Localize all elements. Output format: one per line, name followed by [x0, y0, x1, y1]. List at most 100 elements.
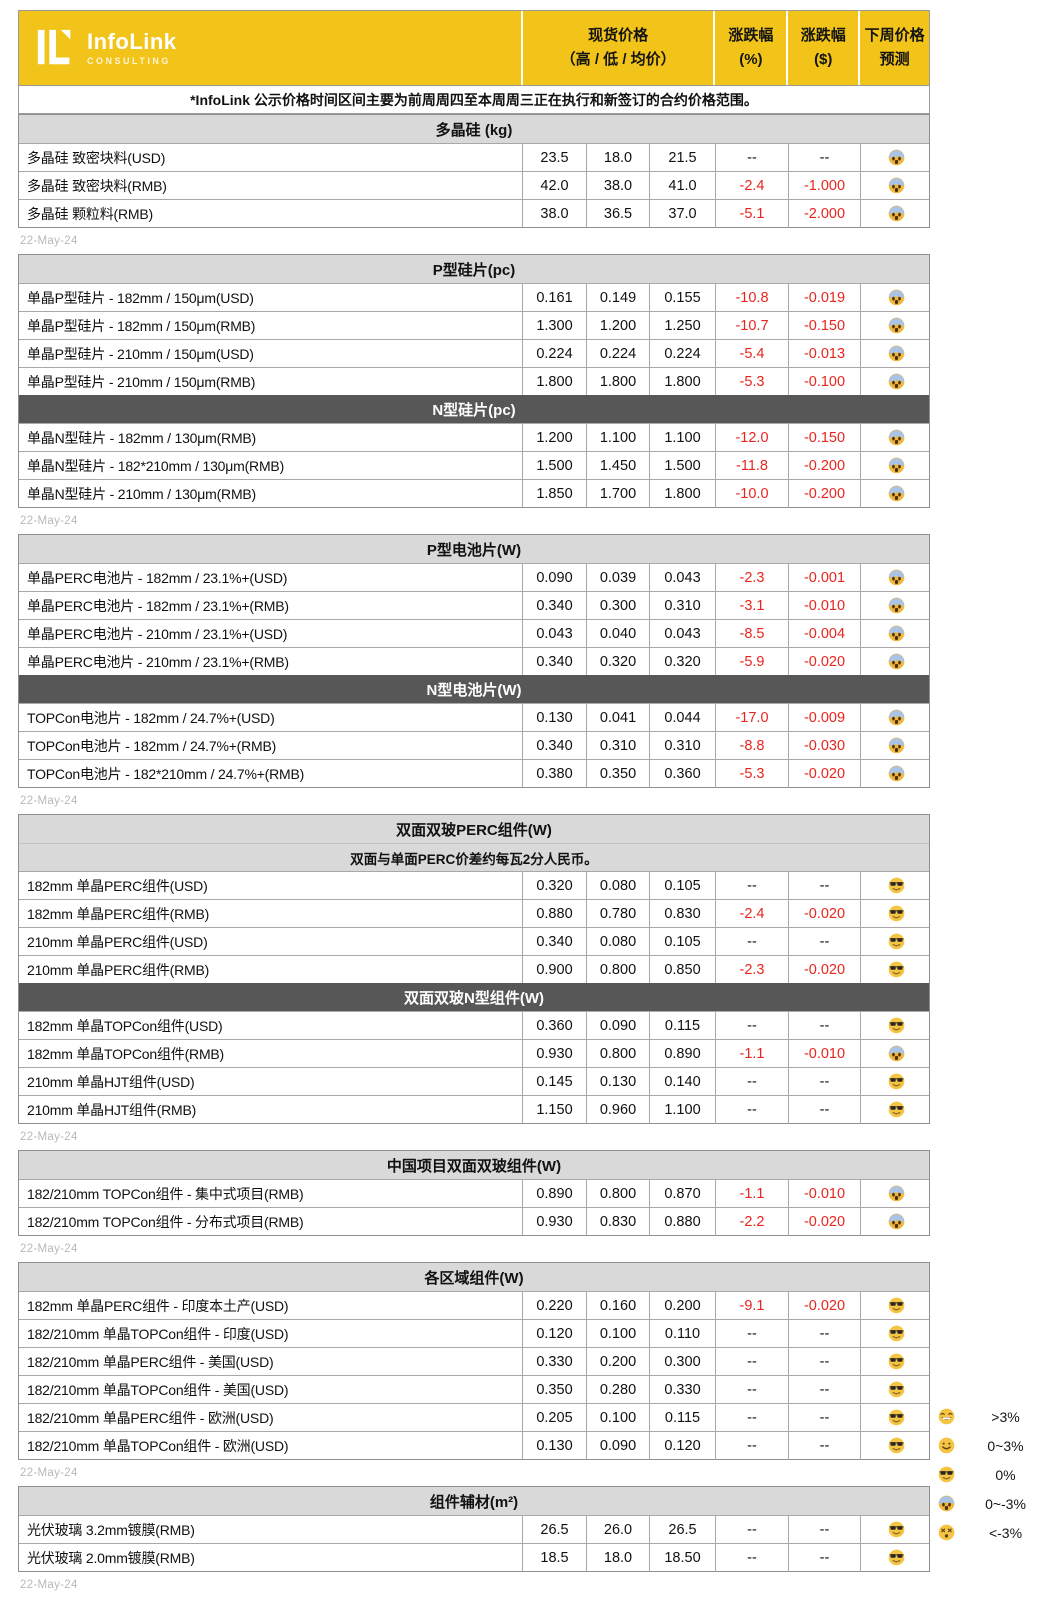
product-name-cell: 多晶硅 致密块料(USD)	[27, 149, 166, 166]
change-usd-cell: -0.020	[788, 1292, 860, 1319]
cool-face-emoji-icon	[888, 961, 905, 978]
cool-face-emoji-icon	[888, 1101, 905, 1118]
price-row: 182mm 单晶PERC组件(RMB) 0.880 0.780 0.830 -2.4 -0…	[19, 899, 929, 927]
price-row: TOPCon电池片 - 182mm / 24.7%+(USD) 0.130 0.04…	[19, 703, 929, 731]
change-percent-cell: -2.4	[715, 172, 788, 199]
scream-face-emoji-icon	[888, 569, 905, 586]
price-low-cell: 1.700	[586, 480, 649, 507]
change-percent-cell: -9.1	[715, 1292, 788, 1319]
change-percent-cell: --	[715, 872, 788, 899]
price-high-cell: 0.890	[522, 1180, 586, 1207]
cool-face-emoji-icon	[888, 1297, 905, 1314]
price-avg-cell: 0.043	[649, 564, 715, 591]
change-usd-cell: -0.200	[788, 452, 860, 479]
change-percent-title: 涨跌幅	[728, 27, 774, 44]
change-usd-cell: --	[788, 1376, 860, 1403]
change-percent-cell: --	[715, 1376, 788, 1403]
spot-price-title: 现货价格	[588, 27, 649, 44]
forecast-cell	[860, 452, 931, 479]
column-header-forecast: 下周价格 预测	[858, 11, 929, 85]
price-low-cell: 0.280	[586, 1376, 649, 1403]
price-row: 单晶PERC电池片 - 210mm / 23.1%+(USD) 0.043 0.04…	[19, 619, 929, 647]
price-low-cell: 0.800	[586, 1180, 649, 1207]
price-high-cell: 23.5	[522, 144, 586, 171]
section-header: 组件辅材(m²)	[19, 1487, 929, 1515]
forecast-cell	[860, 144, 931, 171]
price-avg-cell: 0.310	[649, 732, 715, 759]
change-usd-cell: -0.020	[788, 900, 860, 927]
price-low-cell: 0.350	[586, 760, 649, 787]
product-name-cell: 182/210mm 单晶TOPCon组件 - 印度(USD)	[27, 1325, 289, 1342]
price-low-cell: 0.200	[586, 1348, 649, 1375]
forecast-cell	[860, 648, 931, 675]
price-row: 光伏玻璃 3.2mm镀膜(RMB) 26.5 26.0 26.5 -- --	[19, 1515, 929, 1543]
price-low-cell: 0.800	[586, 956, 649, 983]
change-percent-cell: -11.8	[715, 452, 788, 479]
price-low-cell: 0.310	[586, 732, 649, 759]
price-report: InfoLink CONSULTING 现货价格 （高 / 低 / 均价） 涨跌…	[18, 10, 930, 1598]
scream-face-emoji-icon	[888, 177, 905, 194]
change-percent-cell: --	[715, 1348, 788, 1375]
price-high-cell: 0.340	[522, 592, 586, 619]
price-table-block: 中国项目双面双玻组件(W) 182/210mm TOPCon组件 - 集中式项目(…	[18, 1150, 930, 1236]
price-high-cell: 0.930	[522, 1040, 586, 1067]
product-name-cell: 光伏玻璃 3.2mm镀膜(RMB)	[27, 1521, 195, 1538]
cool-face-emoji-icon	[888, 1353, 905, 1370]
change-percent-cell: --	[715, 1096, 788, 1123]
section-header: 多晶硅 (kg)	[19, 115, 929, 143]
change-usd-cell: --	[788, 1096, 860, 1123]
price-row: 210mm 单晶PERC组件(USD) 0.340 0.080 0.105 -- --	[19, 927, 929, 955]
change-usd-cell: -0.030	[788, 732, 860, 759]
product-name-cell: TOPCon电池片 - 182mm / 24.7%+(RMB)	[27, 737, 277, 754]
price-blocks: 多晶硅 (kg) 多晶硅 致密块料(USD) 23.5 18.0 21.5 -- -- 多晶硅…	[18, 114, 930, 1598]
price-high-cell: 0.880	[522, 900, 586, 927]
price-avg-cell: 0.320	[649, 648, 715, 675]
price-row: 单晶P型硅片 - 210mm / 150μm(USD) 0.224 0.224 0.2…	[19, 339, 929, 367]
forecast-cell	[860, 872, 931, 899]
forecast-cell	[860, 1012, 931, 1039]
change-percent-cell: -5.1	[715, 200, 788, 227]
price-low-cell: 0.160	[586, 1292, 649, 1319]
forecast-cell	[860, 900, 931, 927]
product-name-cell: 182mm 单晶TOPCon组件(USD)	[27, 1017, 223, 1034]
cool-face-emoji-icon	[888, 1325, 905, 1342]
price-avg-cell: 0.105	[649, 872, 715, 899]
price-avg-cell: 41.0	[649, 172, 715, 199]
price-row: 182/210mm 单晶TOPCon组件 - 欧洲(USD) 0.130 0.090…	[19, 1431, 929, 1459]
product-name-cell: 光伏玻璃 2.0mm镀膜(RMB)	[27, 1549, 195, 1566]
forecast-cell	[860, 1432, 931, 1459]
price-row: 210mm 单晶HJT组件(USD) 0.145 0.130 0.140 -- --	[19, 1067, 929, 1095]
change-percent-cell: -5.3	[715, 760, 788, 787]
price-low-cell: 0.041	[586, 704, 649, 731]
product-name-cell: 单晶P型硅片 - 210mm / 150μm(USD)	[27, 345, 254, 362]
price-row: 182/210mm TOPCon组件 - 集中式项目(RMB) 0.890 0.80…	[19, 1179, 929, 1207]
price-avg-cell: 0.850	[649, 956, 715, 983]
price-low-cell: 1.800	[586, 368, 649, 395]
disclaimer-note: *InfoLink 公示价格时间区间主要为前周周四至本周周三正在执行和新签订的合…	[18, 86, 930, 114]
product-name-cell: 182/210mm TOPCon组件 - 集中式项目(RMB)	[27, 1185, 304, 1202]
price-low-cell: 1.200	[586, 312, 649, 339]
price-high-cell: 0.220	[522, 1292, 586, 1319]
forecast-cell	[860, 340, 931, 367]
product-name-cell: 单晶P型硅片 - 210mm / 150μm(RMB)	[27, 373, 256, 390]
cool-face-emoji-icon	[888, 1437, 905, 1454]
price-avg-cell: 1.100	[649, 1096, 715, 1123]
price-high-cell: 0.380	[522, 760, 586, 787]
change-percent-cell: -12.0	[715, 424, 788, 451]
price-row: 多晶硅 致密块料(USD) 23.5 18.0 21.5 -- --	[19, 143, 929, 171]
price-row: 单晶PERC电池片 - 182mm / 23.1%+(USD) 0.090 0.03…	[19, 563, 929, 591]
product-name-cell: 182/210mm 单晶PERC组件 - 欧洲(USD)	[27, 1409, 274, 1426]
price-high-cell: 0.340	[522, 732, 586, 759]
scream-face-emoji-icon	[888, 1045, 905, 1062]
change-usd-cell: -0.004	[788, 620, 860, 647]
forecast-cell	[860, 480, 931, 507]
change-percent-cell: --	[715, 1320, 788, 1347]
product-name-cell: 多晶硅 颗粒料(RMB)	[27, 205, 153, 222]
price-avg-cell: 1.250	[649, 312, 715, 339]
forecast-cell	[860, 1544, 931, 1571]
change-percent-cell: --	[715, 1516, 788, 1543]
price-high-cell: 0.360	[522, 1012, 586, 1039]
scream-face-emoji-icon	[888, 597, 905, 614]
forecast-cell	[860, 1404, 931, 1431]
price-row: 光伏玻璃 2.0mm镀膜(RMB) 18.5 18.0 18.50 -- --	[19, 1543, 929, 1571]
